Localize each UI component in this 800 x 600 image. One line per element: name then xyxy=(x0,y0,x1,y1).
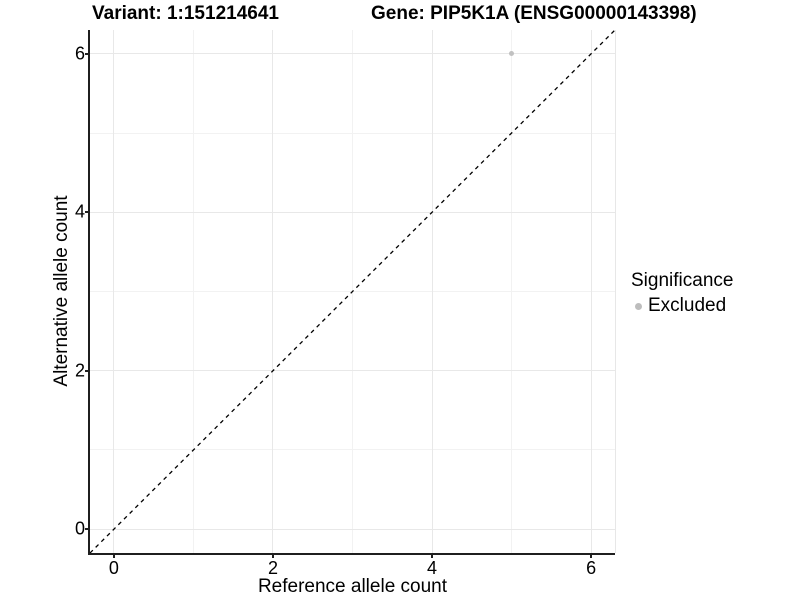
x-tick-label: 6 xyxy=(586,558,597,578)
x-tick-label: 0 xyxy=(108,558,119,578)
y-tick-label: 4 xyxy=(74,201,85,222)
gridline-major-v xyxy=(590,30,592,553)
gridline-minor-h xyxy=(90,132,615,134)
x-tick-label: 4 xyxy=(427,558,438,578)
x-axis-tick xyxy=(112,553,115,558)
legend-entry: Excluded xyxy=(631,295,733,317)
y-tick-label: 2 xyxy=(74,360,85,381)
legend: Significance Excluded xyxy=(631,270,733,317)
y-axis-line xyxy=(88,30,90,555)
x-tick-label: 2 xyxy=(267,558,278,578)
gridline-major-h xyxy=(90,211,615,213)
x-axis-title: Reference allele count xyxy=(257,576,448,597)
identity-line xyxy=(90,30,615,553)
data-point xyxy=(509,51,515,57)
legend-dot-icon xyxy=(635,302,642,310)
reference-line-layer xyxy=(90,30,615,553)
x-axis-tick xyxy=(431,553,434,558)
x-axis-tick xyxy=(590,553,593,558)
y-axis-tick xyxy=(85,52,90,55)
y-axis-title: Alternative allele count xyxy=(51,195,72,387)
plot-panel xyxy=(88,30,616,555)
gridline-major-h xyxy=(90,528,615,530)
y-axis-tick xyxy=(85,528,90,531)
plot-title-variant: Variant: 1:151214641 xyxy=(92,3,279,24)
y-axis-tick xyxy=(85,369,90,372)
plot-title-gene: Gene: PIP5K1A (ENSG00000143398) xyxy=(371,3,697,24)
gridline-major-h xyxy=(90,53,615,55)
gridline-major-v xyxy=(431,30,433,553)
y-tick-label: 6 xyxy=(74,43,85,64)
legend-entry-label: Excluded xyxy=(648,295,727,316)
x-axis-tick xyxy=(271,553,274,558)
y-axis-tick xyxy=(85,211,90,214)
y-tick-label: 0 xyxy=(74,518,85,539)
legend-title: Significance xyxy=(631,270,734,291)
gridline-minor-h xyxy=(90,449,615,451)
gridline-major-v xyxy=(272,30,274,553)
gridline-major-v xyxy=(113,30,115,553)
x-axis-line xyxy=(88,553,615,555)
gridline-major-h xyxy=(90,370,615,372)
